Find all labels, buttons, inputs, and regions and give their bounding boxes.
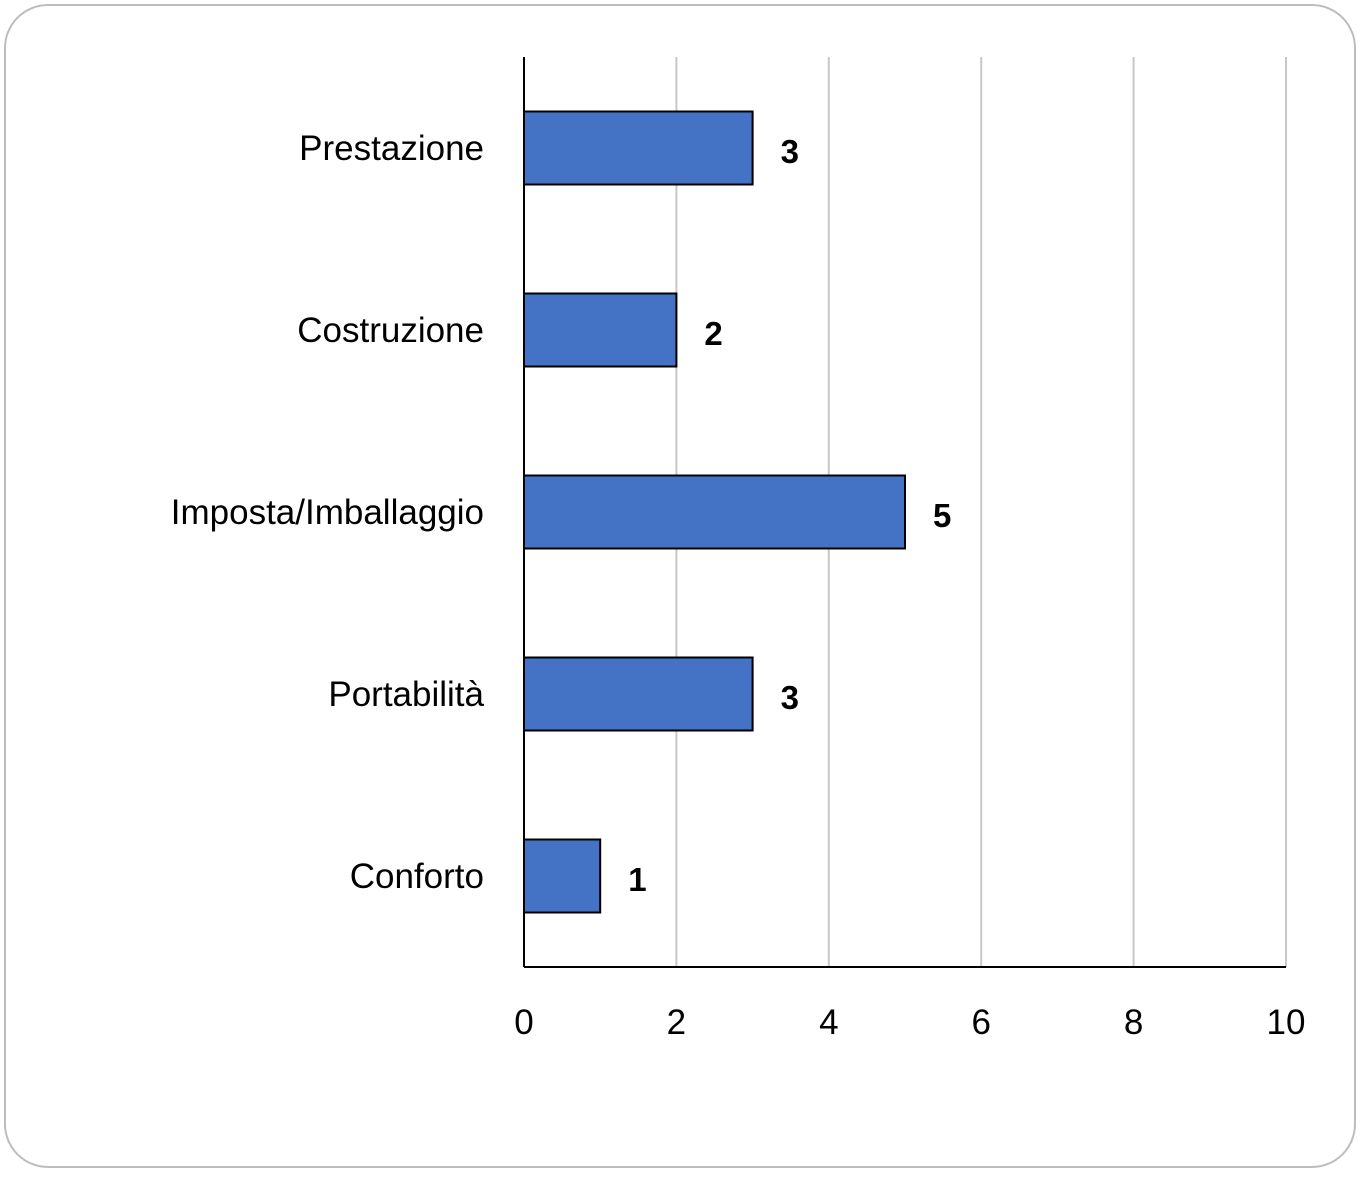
data-label: 2 <box>704 315 722 352</box>
bar <box>523 292 678 368</box>
category-label: Portabilità <box>328 675 484 714</box>
data-label: 3 <box>781 679 799 716</box>
data-label: 5 <box>933 497 951 534</box>
x-tick-label: 6 <box>971 1003 990 1042</box>
x-tick-label: 8 <box>1124 1003 1143 1042</box>
x-tick-label: 2 <box>667 1003 686 1042</box>
category-label: Conforto <box>350 857 484 896</box>
bar <box>523 474 906 550</box>
x-tick-label: 4 <box>819 1003 838 1042</box>
data-label: 1 <box>628 861 646 898</box>
data-label: 3 <box>781 133 799 170</box>
chart-card <box>4 4 1356 1168</box>
bar <box>523 838 602 914</box>
axes <box>523 57 1286 968</box>
labels: 0 2 4 6 8 10 Prestazione 3 Costruzione 2 Imposta/I… <box>171 129 1306 1042</box>
bars <box>523 110 906 914</box>
x-tick-label: 10 <box>1267 1003 1306 1042</box>
bar <box>523 110 754 186</box>
category-label: Prestazione <box>299 129 484 168</box>
category-label: Costruzione <box>297 311 484 350</box>
category-label: Imposta/Imballaggio <box>171 493 484 532</box>
bar <box>523 656 754 732</box>
x-tick-label: 0 <box>514 1003 533 1042</box>
